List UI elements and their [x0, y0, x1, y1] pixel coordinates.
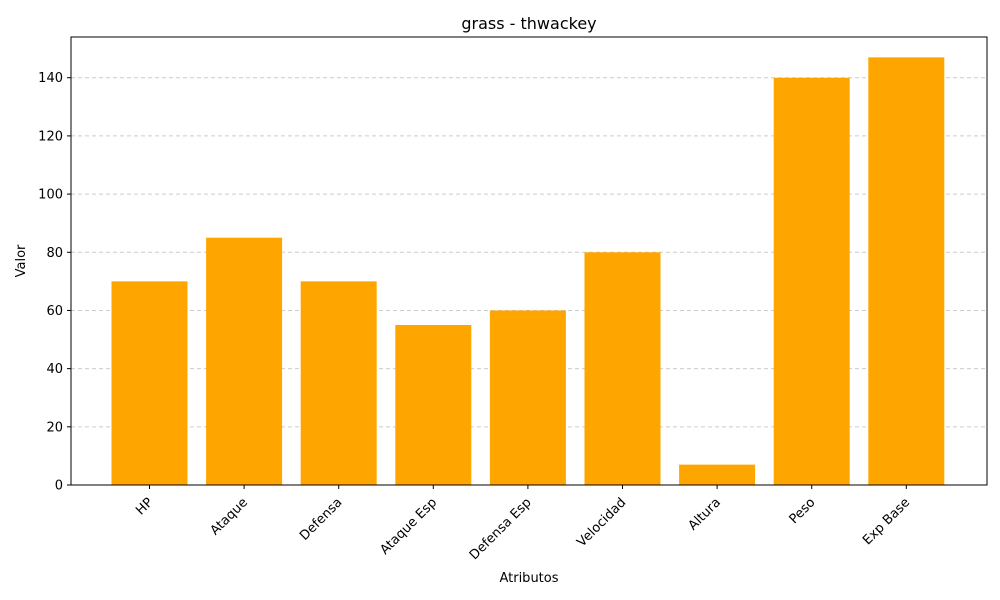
x-tick-label: Ataque [208, 495, 251, 538]
y-tick-label: 100 [38, 188, 63, 203]
y-axis-title: Valor [14, 244, 29, 277]
x-tick-label: Velocidad [574, 495, 629, 550]
bar-hp [111, 281, 188, 485]
x-tick-label: Defensa Esp [467, 495, 535, 563]
bar-altura [679, 464, 756, 485]
y-tick-label: 80 [46, 246, 63, 261]
x-tick-label: Altura [686, 495, 724, 533]
bar-velocidad [584, 252, 661, 485]
y-tick-label: 20 [46, 420, 63, 435]
x-axis-title: Atributos [499, 571, 558, 586]
bar-ataque [206, 237, 283, 485]
bar-defensa [300, 281, 377, 485]
y-axis-ticks: 0 20 40 60 80 100 120 140 [38, 71, 71, 494]
y-tick-label: 60 [46, 304, 63, 319]
x-tick-label: Ataque Esp [377, 495, 440, 558]
x-tick-label: Peso [787, 495, 819, 527]
x-tick-label: Defensa [297, 495, 345, 543]
y-tick-label: 120 [38, 129, 63, 144]
x-tick-label: Exp Base [860, 495, 913, 548]
y-tick-label: 140 [38, 71, 63, 86]
bars [111, 57, 945, 486]
x-tick-label: HP [133, 495, 156, 518]
bar-exp-base [868, 57, 945, 485]
chart-title: grass - thwackey [461, 14, 596, 33]
bar-defensa-esp [489, 310, 566, 485]
plot-frame [70, 36, 988, 486]
bar-ataque-esp [395, 325, 472, 485]
y-tick-label: 40 [46, 362, 63, 377]
y-tick-label: 0 [55, 479, 63, 494]
x-axis-ticks: HP Ataque Defensa Ataque Esp Defensa Esp Velo… [133, 485, 913, 563]
bar-peso [773, 77, 850, 486]
